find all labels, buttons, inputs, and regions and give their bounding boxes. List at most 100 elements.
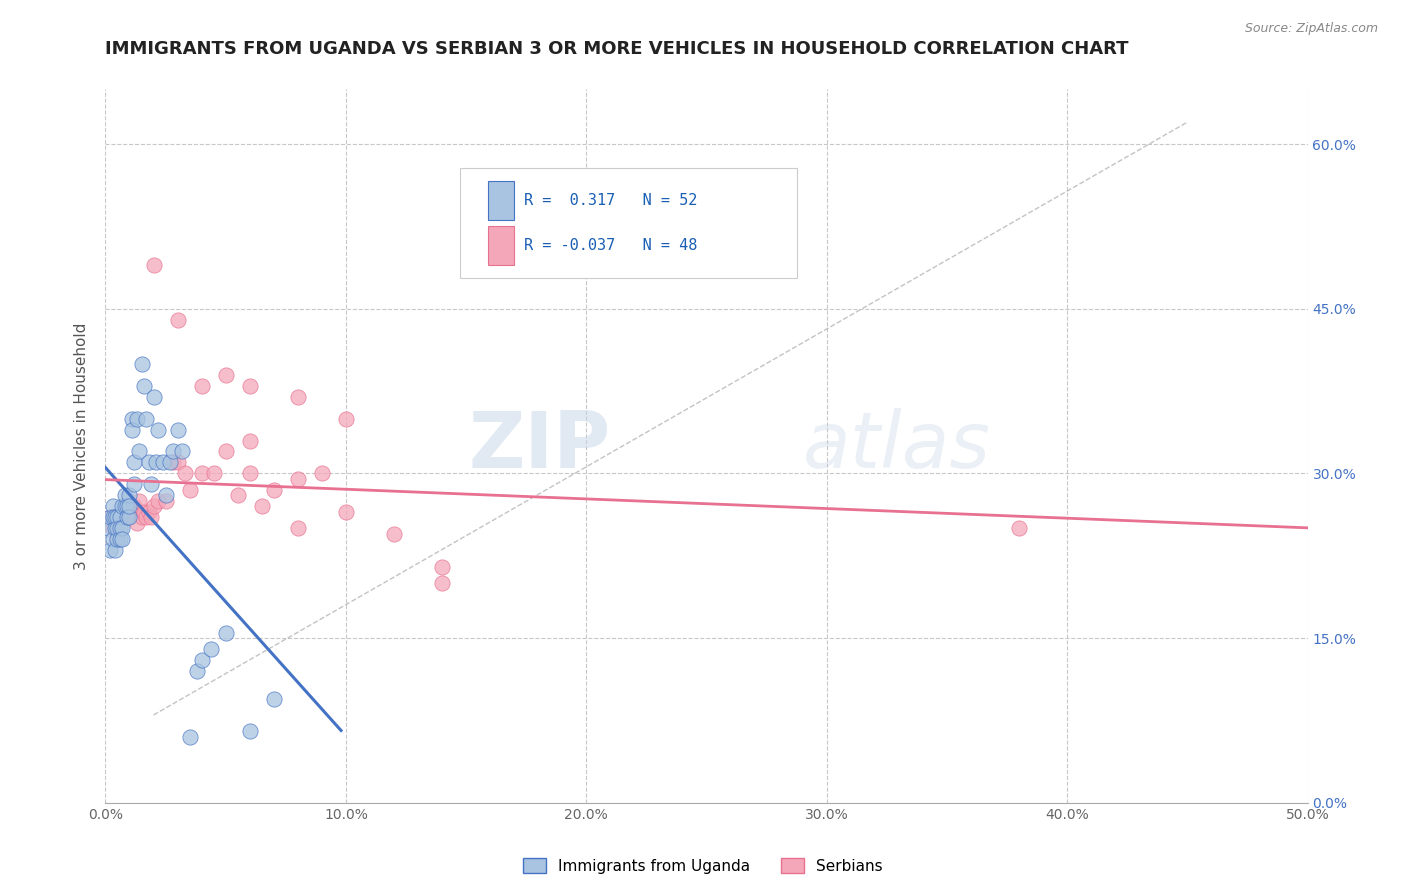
Point	[107, 533, 129, 547]
Point	[98, 543, 121, 558]
Point	[104, 510, 127, 524]
Point	[101, 533, 124, 547]
Text: ZIP: ZIP	[468, 408, 610, 484]
Point	[108, 510, 131, 524]
Point	[97, 521, 120, 535]
Point	[148, 423, 170, 437]
Point	[430, 576, 453, 591]
Point	[139, 477, 162, 491]
Point	[139, 510, 162, 524]
Point	[114, 500, 136, 514]
Point	[125, 516, 148, 530]
Point	[145, 455, 167, 469]
Point	[335, 411, 357, 425]
Point	[202, 467, 225, 481]
Point	[239, 724, 262, 739]
Point	[152, 455, 174, 469]
Point	[114, 510, 136, 524]
Point	[131, 510, 153, 524]
Point	[124, 500, 146, 514]
Point	[226, 488, 249, 502]
Point	[118, 505, 141, 519]
Point	[159, 455, 181, 469]
Point	[107, 521, 129, 535]
Point	[124, 477, 146, 491]
Point	[118, 500, 141, 514]
Point	[214, 625, 236, 640]
Point	[107, 510, 129, 524]
Point	[111, 510, 134, 524]
Point	[107, 533, 129, 547]
Point	[382, 526, 405, 541]
Point	[115, 500, 138, 514]
Point	[311, 467, 333, 481]
Point	[166, 423, 188, 437]
Text: R =  0.317   N = 52: R = 0.317 N = 52	[524, 193, 697, 208]
Legend: Immigrants from Uganda, Serbians: Immigrants from Uganda, Serbians	[517, 852, 889, 880]
Point	[132, 378, 155, 392]
Point	[172, 444, 194, 458]
Point	[166, 455, 188, 469]
Y-axis label: 3 or more Vehicles in Household: 3 or more Vehicles in Household	[75, 322, 90, 570]
Point	[132, 505, 155, 519]
Point	[190, 378, 212, 392]
Point	[142, 258, 165, 272]
Point	[239, 378, 262, 392]
Point	[135, 411, 157, 425]
Point	[101, 500, 124, 514]
Point	[287, 472, 309, 486]
Point	[166, 312, 188, 326]
FancyBboxPatch shape	[488, 180, 515, 219]
Point	[101, 510, 124, 524]
Point	[1008, 521, 1031, 535]
Point	[155, 488, 177, 502]
Point	[101, 521, 124, 535]
Point	[121, 423, 143, 437]
Point	[200, 642, 222, 657]
Point	[104, 543, 127, 558]
Point	[125, 411, 148, 425]
Point	[124, 455, 146, 469]
Text: Source: ZipAtlas.com: Source: ZipAtlas.com	[1244, 22, 1378, 36]
Point	[148, 494, 170, 508]
Point	[118, 510, 141, 524]
Point	[128, 494, 150, 508]
Point	[121, 500, 143, 514]
Point	[111, 533, 134, 547]
Point	[115, 510, 138, 524]
Point	[287, 390, 309, 404]
Point	[115, 510, 138, 524]
Point	[98, 510, 121, 524]
Point	[138, 505, 160, 519]
Point	[287, 521, 309, 535]
Point	[121, 411, 143, 425]
Point	[135, 510, 157, 524]
Point	[162, 444, 184, 458]
Point	[108, 521, 131, 535]
FancyBboxPatch shape	[488, 227, 515, 266]
Point	[162, 455, 184, 469]
Point	[98, 510, 121, 524]
Point	[190, 653, 212, 667]
Point	[179, 730, 201, 744]
Point	[179, 483, 201, 497]
Point	[263, 483, 285, 497]
Point	[250, 500, 273, 514]
Point	[111, 500, 134, 514]
Point	[131, 357, 153, 371]
Point	[142, 500, 165, 514]
Point	[173, 467, 195, 481]
Point	[190, 467, 212, 481]
Point	[239, 467, 262, 481]
FancyBboxPatch shape	[460, 168, 797, 278]
Point	[142, 390, 165, 404]
Point	[104, 521, 127, 535]
Point	[335, 505, 357, 519]
Text: IMMIGRANTS FROM UGANDA VS SERBIAN 3 OR MORE VEHICLES IN HOUSEHOLD CORRELATION CH: IMMIGRANTS FROM UGANDA VS SERBIAN 3 OR M…	[105, 40, 1129, 58]
Point	[118, 488, 141, 502]
Point	[111, 521, 134, 535]
Point	[104, 510, 127, 524]
Text: R = -0.037   N = 48: R = -0.037 N = 48	[524, 238, 697, 253]
Point	[138, 455, 160, 469]
Point	[108, 533, 131, 547]
